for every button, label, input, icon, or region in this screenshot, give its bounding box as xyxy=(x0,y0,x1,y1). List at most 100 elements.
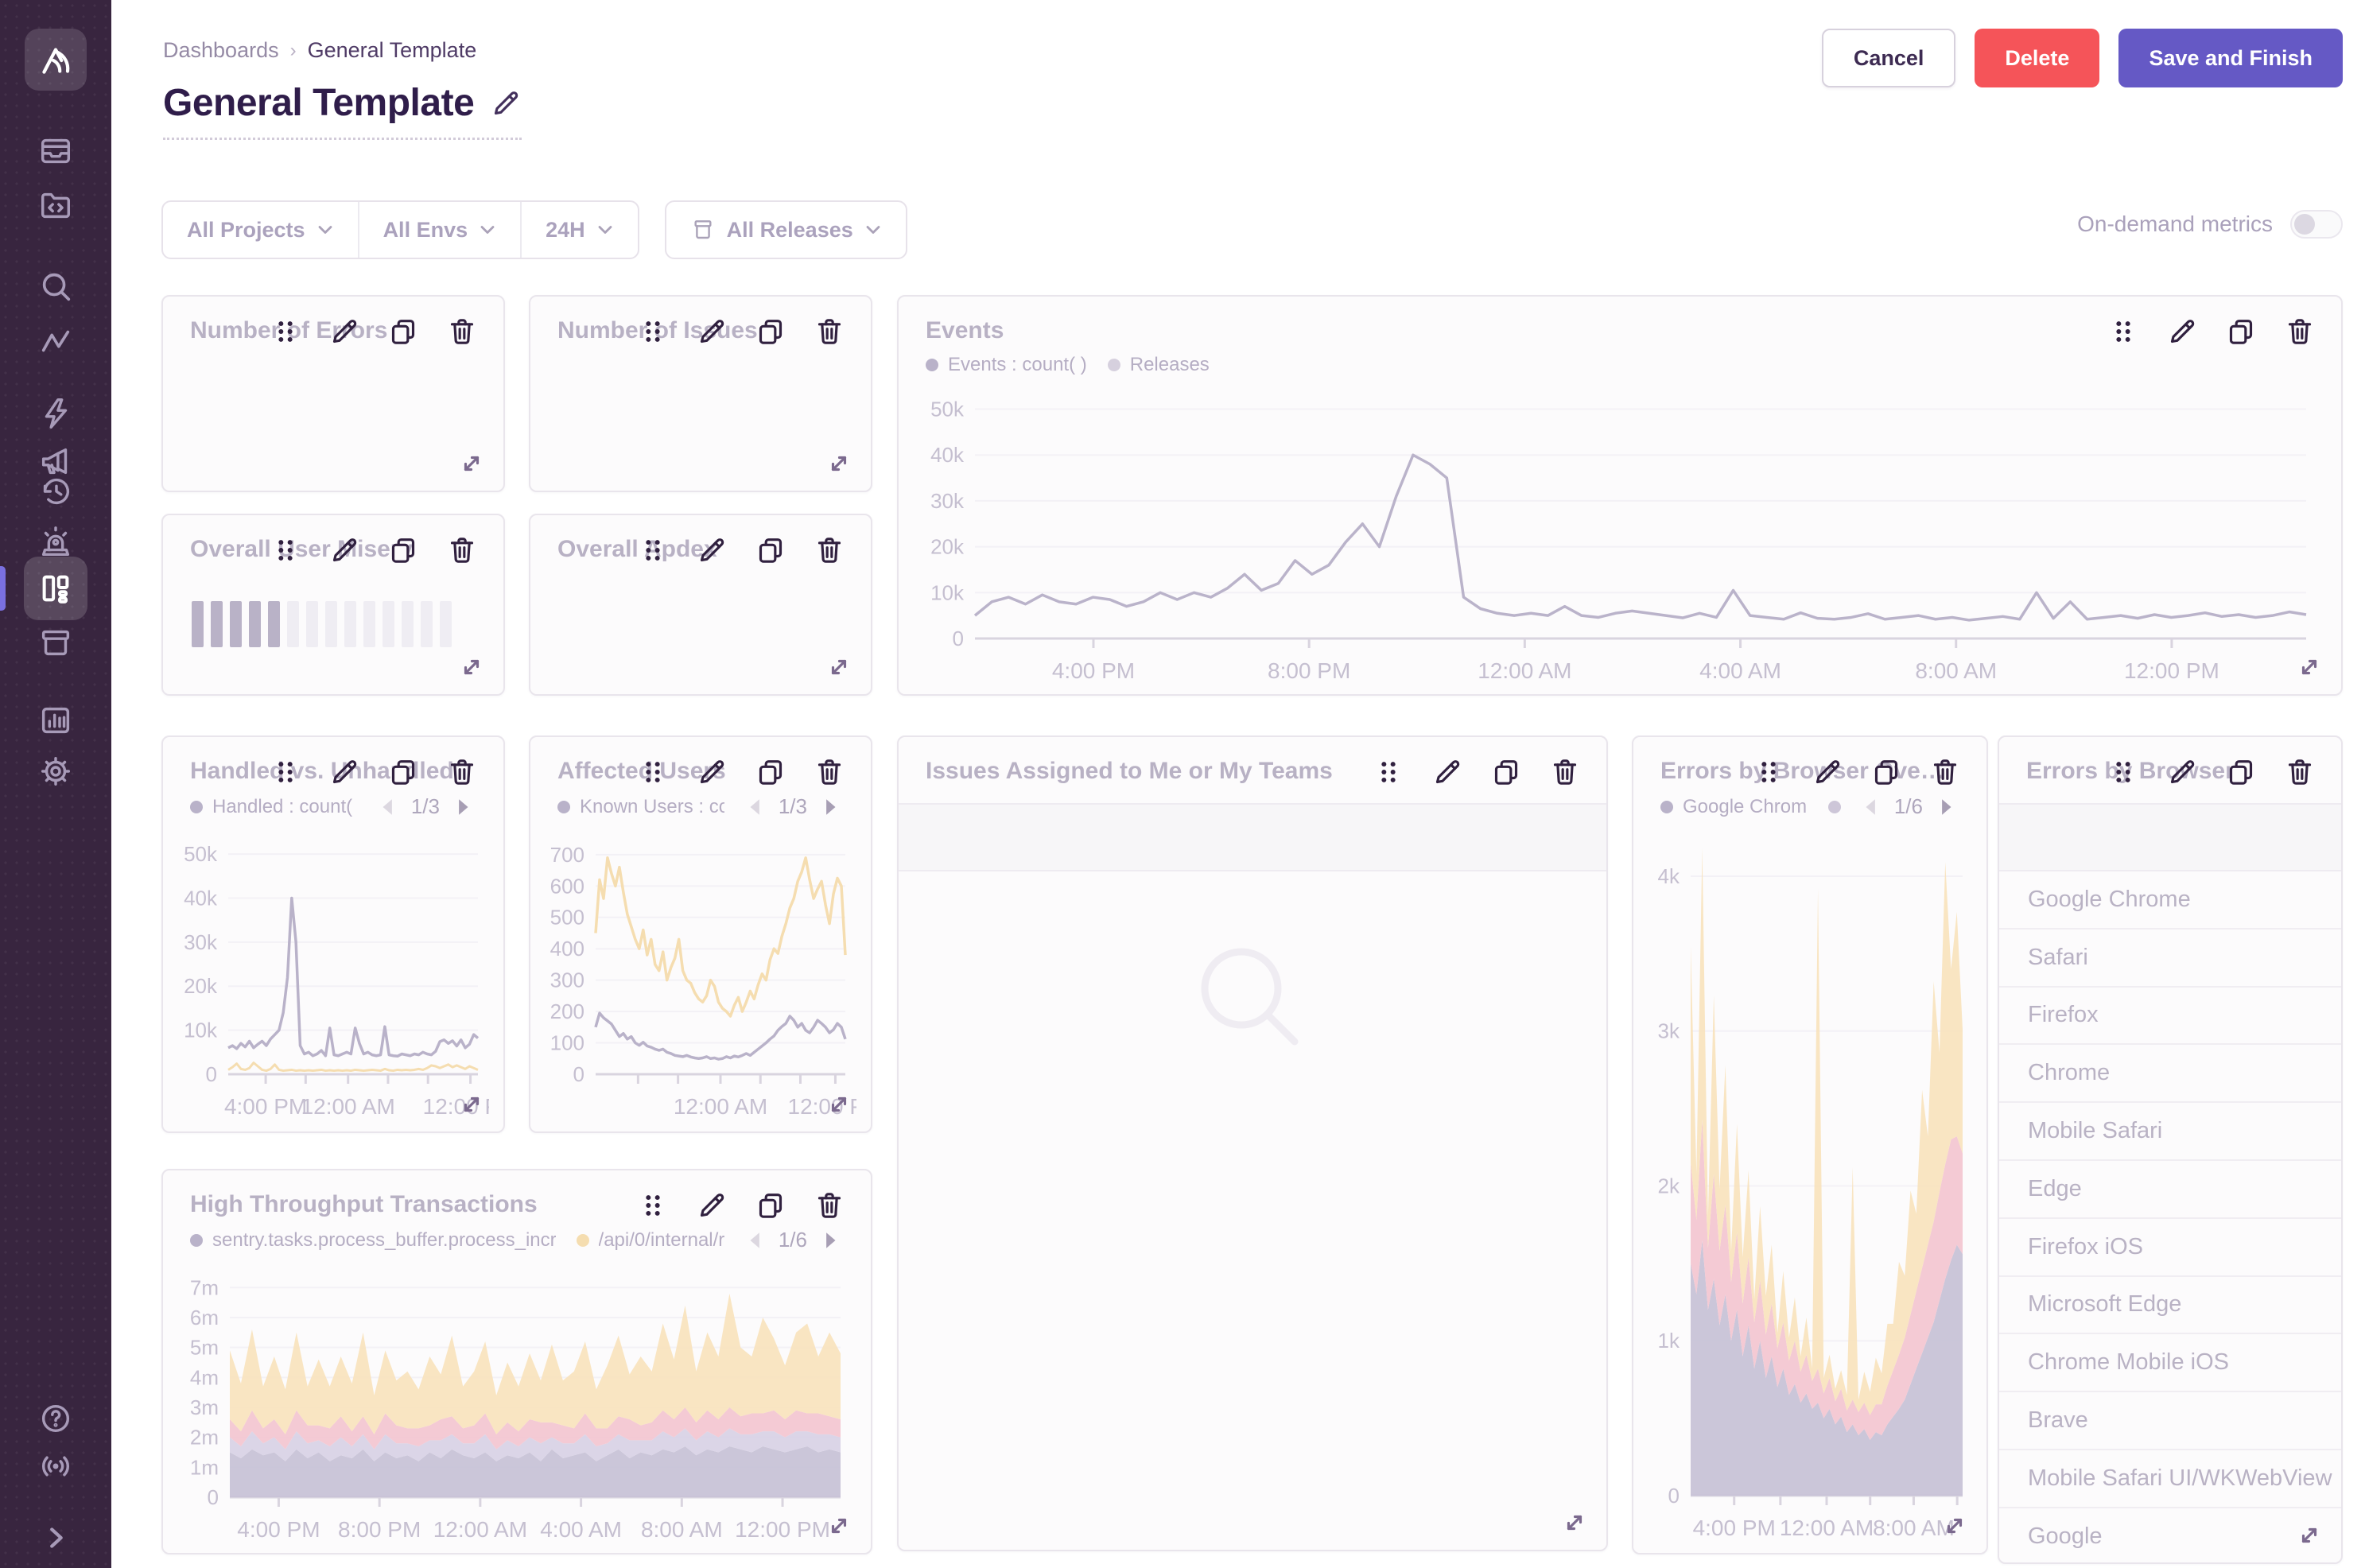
duplicate-widget-button[interactable] xyxy=(2223,314,2258,349)
duplicate-widget-button[interactable] xyxy=(1869,755,1904,790)
sidebar-item-releases[interactable] xyxy=(30,617,81,668)
sidebar-item-help[interactable] xyxy=(30,1393,81,1444)
resize-handle[interactable] xyxy=(823,448,855,479)
page-prev-icon[interactable] xyxy=(378,797,398,817)
edit-title-icon[interactable] xyxy=(490,87,522,119)
edit-widget-button[interactable] xyxy=(694,755,729,790)
resize-handle[interactable] xyxy=(1559,1507,1590,1539)
edit-widget-button[interactable] xyxy=(2165,314,2200,349)
duplicate-widget-button[interactable] xyxy=(1489,755,1524,790)
sidebar-item-traces[interactable] xyxy=(30,316,81,367)
page-prev-icon[interactable] xyxy=(745,797,766,817)
edit-widget-button[interactable] xyxy=(694,533,729,568)
edit-widget-button[interactable] xyxy=(1430,755,1465,790)
drag-handle-icon[interactable] xyxy=(1751,755,1786,790)
sidebar-item-dashboards[interactable] xyxy=(24,557,87,620)
delete-button[interactable]: Delete xyxy=(1975,29,2100,87)
svg-text:12:00 AM: 12:00 AM xyxy=(1478,658,1571,683)
duplicate-widget-button[interactable] xyxy=(753,533,788,568)
drag-handle-icon[interactable] xyxy=(268,314,303,349)
drag-handle-icon[interactable] xyxy=(2106,755,2141,790)
delete-widget-button[interactable] xyxy=(445,533,480,568)
copy-icon xyxy=(1494,760,1518,785)
edit-widget-button[interactable] xyxy=(1810,755,1845,790)
date-range-filter[interactable]: 24H xyxy=(520,202,638,258)
sidebar-item-replays[interactable] xyxy=(30,466,81,517)
page-next-icon[interactable] xyxy=(452,797,473,817)
resize-handle[interactable] xyxy=(823,651,855,683)
delete-widget-button[interactable] xyxy=(812,314,847,349)
save-and-finish-button[interactable]: Save and Finish xyxy=(2118,29,2343,87)
delete-widget-button[interactable] xyxy=(2282,314,2317,349)
drag-handle-icon[interactable] xyxy=(2106,314,2141,349)
page-next-icon[interactable] xyxy=(820,1230,841,1251)
sidebar-collapse-button[interactable] xyxy=(30,1512,81,1563)
delete-widget-button[interactable] xyxy=(812,755,847,790)
on-demand-metrics-toggle[interactable] xyxy=(2290,210,2343,239)
sentry-logo[interactable] xyxy=(25,29,87,91)
resize-handle[interactable] xyxy=(823,1510,855,1542)
sidebar-item-broadcasts[interactable] xyxy=(30,1441,81,1492)
resize-handle[interactable] xyxy=(456,651,487,683)
copy-icon xyxy=(759,320,783,344)
cancel-button[interactable]: Cancel xyxy=(1821,29,1956,87)
releases-filter[interactable]: All Releases xyxy=(666,202,906,258)
edit-widget-button[interactable] xyxy=(694,314,729,349)
page-next-icon[interactable] xyxy=(820,797,841,817)
resize-handle[interactable] xyxy=(456,1089,487,1120)
delete-widget-button[interactable] xyxy=(2282,755,2317,790)
edit-widget-button[interactable] xyxy=(327,533,362,568)
drag-handle-icon[interactable] xyxy=(635,755,670,790)
sidebar-item-alerts[interactable] xyxy=(30,517,81,568)
environments-filter[interactable]: All Envs xyxy=(357,202,521,258)
drag-handle-icon[interactable] xyxy=(635,533,670,568)
sidebar-item-stats[interactable] xyxy=(30,695,81,746)
resize-handle[interactable] xyxy=(2293,1519,2325,1551)
sidebar-item-projects[interactable] xyxy=(30,180,81,231)
sidebar-item-settings[interactable] xyxy=(30,746,81,797)
duplicate-widget-button[interactable] xyxy=(2223,755,2258,790)
resize-handle[interactable] xyxy=(1939,1510,1971,1542)
sidebar-item-feedback[interactable] xyxy=(30,436,81,487)
sidebar-item-issues[interactable] xyxy=(30,126,81,177)
duplicate-widget-button[interactable] xyxy=(386,314,421,349)
page-next-icon[interactable] xyxy=(1936,797,1956,817)
resize-handle[interactable] xyxy=(2293,651,2325,683)
svg-text:30k: 30k xyxy=(930,489,965,513)
delete-widget-button[interactable] xyxy=(445,755,480,790)
duplicate-widget-button[interactable] xyxy=(386,533,421,568)
resize-handle[interactable] xyxy=(456,448,487,479)
drag-handle-icon[interactable] xyxy=(1371,755,1406,790)
page-prev-icon[interactable] xyxy=(1861,797,1882,817)
duplicate-widget-button[interactable] xyxy=(753,314,788,349)
duplicate-widget-button[interactable] xyxy=(753,755,788,790)
edit-widget-button[interactable] xyxy=(327,755,362,790)
table-row: Chrome xyxy=(1999,1045,2341,1104)
drag-handle-icon[interactable] xyxy=(268,755,303,790)
delete-widget-button[interactable] xyxy=(445,314,480,349)
drag-handle-icon[interactable] xyxy=(635,1188,670,1223)
table-row: Google xyxy=(1999,1508,2341,1562)
siren-icon xyxy=(41,526,70,557)
delete-widget-button[interactable] xyxy=(1928,755,1963,790)
duplicate-widget-button[interactable] xyxy=(386,755,421,790)
edit-widget-button[interactable] xyxy=(2165,755,2200,790)
delete-widget-button[interactable] xyxy=(1548,755,1582,790)
resize-handle[interactable] xyxy=(823,1089,855,1120)
trash-icon xyxy=(2288,759,2312,785)
edit-widget-button[interactable] xyxy=(327,314,362,349)
projects-filter[interactable]: All Projects xyxy=(163,202,358,258)
chevron-down-icon xyxy=(480,226,495,234)
drag-handle-icon[interactable] xyxy=(635,314,670,349)
page-prev-icon[interactable] xyxy=(745,1230,766,1251)
svg-text:100: 100 xyxy=(550,1031,584,1055)
duplicate-widget-button[interactable] xyxy=(753,1188,788,1223)
edit-widget-button[interactable] xyxy=(694,1188,729,1223)
drag-handle-icon[interactable] xyxy=(268,533,303,568)
sidebar-item-explore[interactable] xyxy=(30,261,81,312)
breadcrumb-dashboards[interactable]: Dashboards xyxy=(163,38,279,62)
delete-widget-button[interactable] xyxy=(812,533,847,568)
svg-text:8:00 AM: 8:00 AM xyxy=(641,1517,723,1542)
sidebar-item-performance[interactable] xyxy=(30,388,81,439)
delete-widget-button[interactable] xyxy=(812,1188,847,1223)
